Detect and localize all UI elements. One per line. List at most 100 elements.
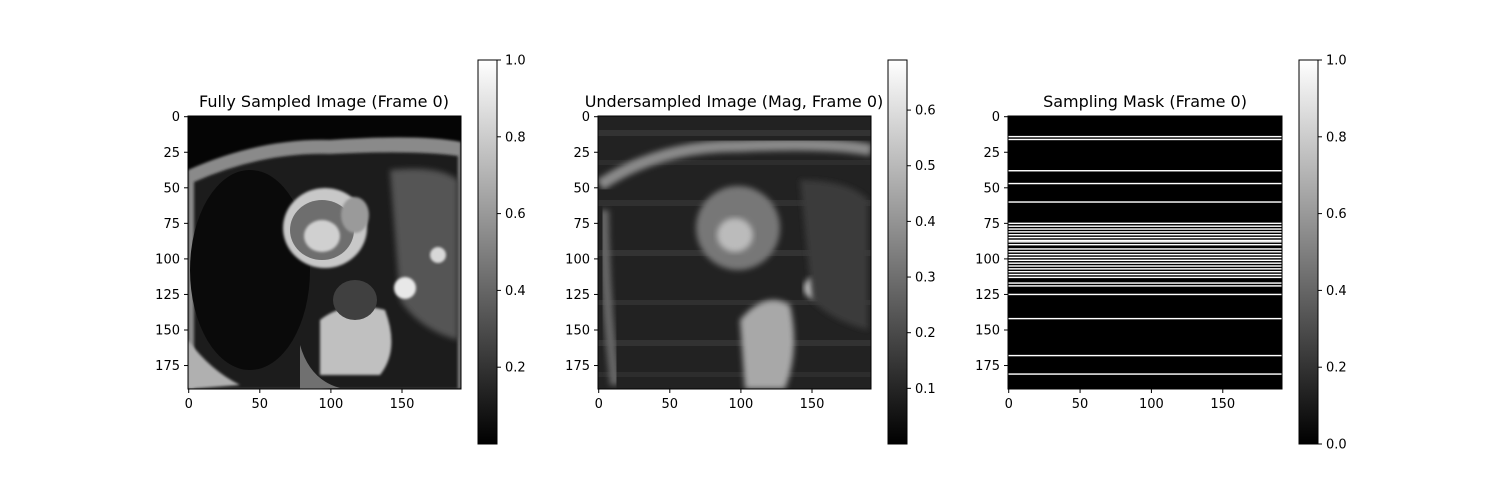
y-tick-label: 175 [975, 359, 1000, 374]
colorbar-tick-label: 0.5 [915, 159, 936, 174]
mask-row [1008, 285, 1282, 287]
colorbar-ticks: 0.1 0.2 0.3 0.4 0.5 0.6 [907, 104, 936, 397]
fully-sampled-image [188, 116, 461, 389]
colorbar-tick-label: 0.2 [915, 326, 936, 341]
mask-row [1008, 293, 1282, 296]
y-tick-label: 0 [992, 110, 1000, 125]
y-tick-label: 50 [163, 181, 180, 196]
y-tick-label: 150 [155, 323, 180, 338]
x-tick-label: 150 [1210, 397, 1235, 412]
x-tick-label: 150 [390, 397, 415, 412]
colorbar-tick-label: 0.6 [915, 104, 936, 119]
panel-title: Fully Sampled Image (Frame 0) [199, 92, 449, 111]
mask-row [1008, 231, 1282, 233]
colorbar-tick-label: 0.4 [505, 284, 526, 299]
mask-row [1008, 239, 1282, 242]
mask-row [1008, 273, 1282, 276]
mask-row [1008, 234, 1282, 236]
panel-title: Sampling Mask (Frame 0) [1043, 92, 1247, 111]
y-tick-label: 125 [155, 288, 180, 303]
colorbar-ticks: 0.2 0.4 0.6 0.8 1.0 [497, 54, 526, 376]
y-tick-label: 0 [582, 110, 590, 125]
y-tick-label: 175 [155, 359, 180, 374]
y-tick-label: 50 [573, 181, 590, 196]
x-tick-label: 0 [1005, 397, 1013, 412]
mask-row [1008, 354, 1282, 357]
mask-row [1008, 265, 1282, 267]
y-tick-label: 25 [573, 146, 590, 161]
colorbar-tick-label: 1.0 [505, 54, 526, 69]
mask-row [1008, 373, 1282, 375]
y-tick-label: 100 [975, 252, 1000, 267]
mask-row [1008, 268, 1282, 270]
mask-row [1008, 201, 1282, 203]
mask-row [1008, 236, 1282, 239]
x-tick-label: 150 [800, 397, 825, 412]
mask-row [1008, 262, 1282, 264]
colorbar-tick-label: 0.4 [915, 215, 936, 230]
axes-frame [597, 115, 872, 390]
mask-row [1008, 276, 1282, 279]
x-tick-label: 0 [185, 397, 193, 412]
y-tick-label: 75 [163, 217, 180, 232]
colorbar-tick-label: 0.6 [505, 207, 526, 222]
colorbar [1298, 59, 1319, 445]
colorbar-tick-label: 0.8 [505, 130, 526, 145]
mask-row [1008, 259, 1282, 262]
axes-frame [1007, 115, 1283, 390]
undersampled-image [598, 116, 871, 389]
panel-title: Undersampled Image (Mag, Frame 0) [585, 92, 884, 111]
colorbar-tick-label: 0.0 [1326, 438, 1347, 453]
y-tick-label: 150 [975, 323, 1000, 338]
colorbar-tick-label: 0.8 [1326, 130, 1347, 145]
colorbar-tick-label: 0.2 [505, 361, 526, 376]
x-axis: 0 50 100 150 [1005, 389, 1235, 412]
y-tick-label: 0 [172, 110, 180, 125]
y-tick-label: 100 [565, 252, 590, 267]
mask-row [1008, 170, 1282, 172]
x-tick-label: 100 [728, 397, 753, 412]
mask-row [1008, 182, 1282, 185]
mask-row [1008, 243, 1282, 246]
x-tick-label: 0 [595, 397, 603, 412]
y-tick-label: 175 [565, 359, 590, 374]
x-tick-label: 100 [318, 397, 343, 412]
colorbar-tick-label: 0.4 [1326, 284, 1347, 299]
colorbar-tick-label: 0.3 [915, 271, 936, 286]
mask-row [1008, 222, 1282, 225]
sampling-mask-image [1008, 116, 1282, 389]
x-tick-label: 100 [1139, 397, 1164, 412]
colorbar [887, 59, 908, 445]
axes-frame [187, 115, 462, 390]
panel-sampling-mask: Sampling Mask (Frame 0) 0 50 100 150 0 25 50 7… [975, 54, 1347, 453]
mask-row [1008, 256, 1282, 259]
colorbar-tick-label: 1.0 [1326, 54, 1347, 69]
mask-row [1008, 228, 1282, 230]
mask-row [1008, 248, 1282, 250]
y-tick-label: 75 [573, 217, 590, 232]
y-tick-label: 75 [983, 217, 1000, 232]
colorbar-tick-label: 0.6 [1326, 207, 1347, 222]
y-tick-label: 50 [983, 181, 1000, 196]
y-tick-label: 125 [975, 288, 1000, 303]
y-tick-label: 100 [155, 252, 180, 267]
y-tick-label: 125 [565, 288, 590, 303]
mask-row [1008, 135, 1282, 138]
colorbar [477, 59, 498, 445]
colorbar-tick-label: 0.2 [1326, 361, 1347, 376]
y-tick-label: 150 [565, 323, 590, 338]
y-axis: 0 25 50 75 100 125 150 175 [975, 110, 1008, 374]
y-tick-label: 25 [983, 146, 1000, 161]
x-axis: 0 50 100 150 [185, 389, 415, 412]
x-tick-label: 50 [1072, 397, 1089, 412]
mask-row [1008, 253, 1282, 256]
x-axis: 0 50 100 150 [595, 389, 825, 412]
panel-undersampled: Undersampled Image (Mag, Frame 0) [565, 59, 936, 445]
colorbar-ticks: 0.0 0.2 0.4 0.6 0.8 1.0 [1318, 54, 1347, 453]
y-axis: 0 25 50 75 100 125 150 175 [565, 110, 598, 374]
mask-row [1008, 251, 1282, 253]
y-axis: 0 25 50 75 100 125 150 175 [155, 110, 188, 374]
panel-fully-sampled: Fully Sampled Image (Frame 0) 0 50 1 [155, 54, 526, 445]
mask-row [1008, 282, 1282, 284]
